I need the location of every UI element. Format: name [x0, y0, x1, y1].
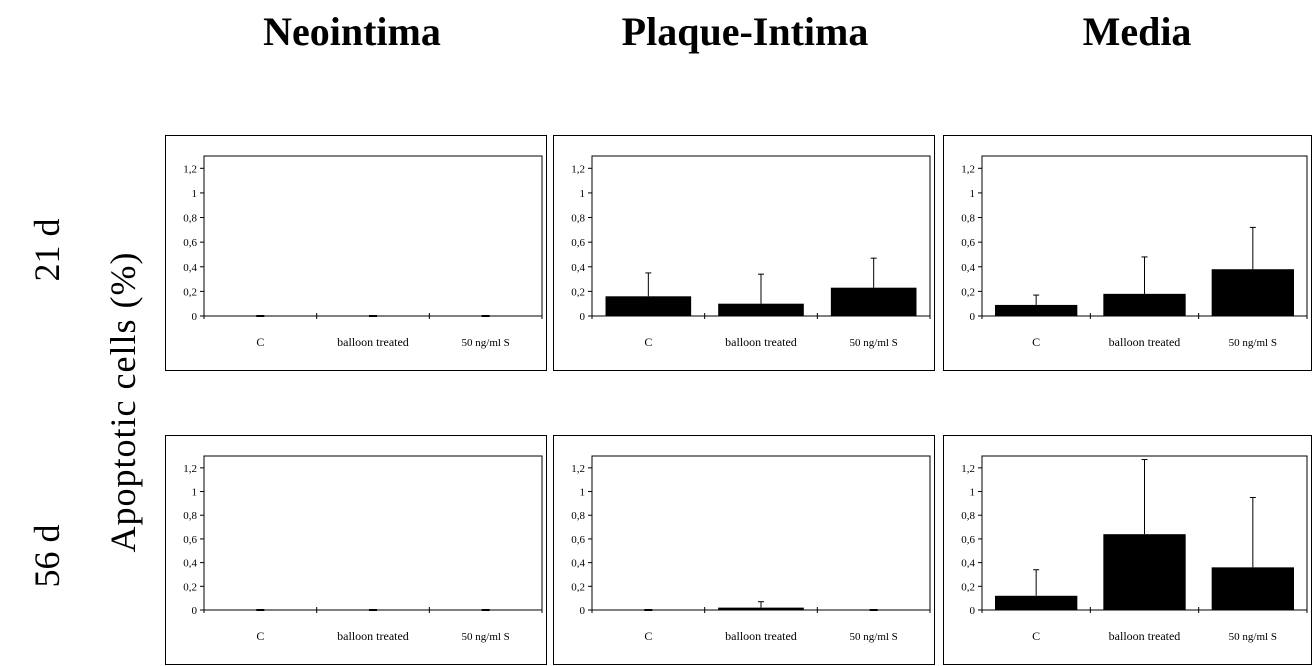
- y-tick-label: 0,2: [961, 581, 975, 593]
- y-tick-label: 1,2: [183, 163, 197, 175]
- category-label: 50 ng/ml S: [850, 337, 898, 349]
- y-tick-label: 0: [580, 311, 586, 323]
- y-tick-label: 1: [970, 188, 976, 200]
- bar: [1103, 293, 1186, 316]
- y-tick-label: 0,6: [961, 534, 975, 546]
- y-tick-label: 0,4: [571, 262, 585, 274]
- y-tick-label: 0,2: [183, 286, 197, 298]
- plot-area: [591, 455, 931, 611]
- y-tick-label: 0,2: [571, 581, 585, 593]
- row-label-56d: 56 d: [27, 524, 67, 588]
- y-tick-label: 1: [970, 487, 976, 499]
- category-label: balloon treated: [1109, 335, 1181, 349]
- y-tick-label: 0: [192, 605, 198, 617]
- chart-svg-56d-neointima: 0 0,2 0,4 0,6 0,8 1 1,2 C balloon treated 50 ng/m…: [183, 455, 543, 643]
- y-tick-label: 0,6: [571, 237, 585, 249]
- y-tick-label: 0,4: [571, 558, 585, 570]
- y-tick-label: 0,4: [961, 262, 975, 274]
- y-tick-label: 1,2: [961, 463, 975, 475]
- bar: [1211, 269, 1294, 316]
- category-label: balloon treated: [725, 335, 797, 349]
- category-label: 50 ng/ml S: [1229, 337, 1277, 349]
- category-label: balloon treated: [337, 629, 409, 643]
- category-label: balloon treated: [337, 335, 409, 349]
- plot-area: [203, 455, 543, 611]
- y-tick-label: 0,8: [571, 213, 585, 225]
- category-label: C: [256, 335, 264, 349]
- y-tick-label: 0,8: [961, 213, 975, 225]
- category-label: balloon treated: [725, 629, 797, 643]
- y-tick-label: 0: [580, 605, 586, 617]
- y-tick-label: 1,2: [183, 463, 197, 475]
- bar: [1211, 567, 1294, 610]
- y-tick-label: 0,2: [961, 286, 975, 298]
- y-tick-label: 1,2: [961, 163, 975, 175]
- category-label: balloon treated: [1109, 629, 1181, 643]
- y-tick-label: 0: [970, 605, 976, 617]
- column-title-neointima: Neointima: [263, 9, 441, 54]
- chart-svg-21d-media: 0 0,2 0,4 0,6 0,8 1 1,2 C balloon treated 50 ng/m…: [961, 155, 1308, 349]
- y-tick-label: 1,2: [571, 463, 585, 475]
- category-label: 50 ng/ml S: [462, 631, 510, 643]
- chart-svg-21d-plaque-intima: 0 0,2 0,4 0,6 0,8 1 1,2 C balloon treated 50 ng/m…: [571, 155, 931, 349]
- y-tick-label: 0: [970, 311, 976, 323]
- column-title-plaque-intima: Plaque-Intima: [621, 9, 869, 54]
- y-tick-label: 0,8: [183, 510, 197, 522]
- y-tick-label: 0,6: [961, 237, 975, 249]
- y-tick-label: 0,2: [571, 286, 585, 298]
- y-tick-label: 0,4: [183, 558, 197, 570]
- category-label: C: [644, 629, 652, 643]
- y-tick-label: 1: [192, 188, 198, 200]
- y-tick-label: 1: [192, 487, 198, 499]
- category-label: 50 ng/ml S: [850, 631, 898, 643]
- category-label: 50 ng/ml S: [1229, 631, 1277, 643]
- category-label: C: [1032, 629, 1040, 643]
- y-tick-label: 0,2: [183, 581, 197, 593]
- row-label-21d: 21 d: [27, 218, 67, 282]
- y-tick-label: 0,6: [571, 534, 585, 546]
- y-tick-label: 0,8: [183, 213, 197, 225]
- y-tick-label: 1,2: [571, 163, 585, 175]
- bar: [1103, 534, 1186, 610]
- y-tick-label: 0,8: [961, 510, 975, 522]
- y-tick-label: 0: [192, 311, 198, 323]
- bar: [995, 595, 1078, 610]
- y-tick-label: 0,4: [183, 262, 197, 274]
- chart-svg-56d-media: 0 0,2 0,4 0,6 0,8 1 1,2 C balloon treated 50 ng/m…: [961, 455, 1308, 643]
- bar: [718, 303, 804, 316]
- bar: [995, 304, 1078, 316]
- chart-svg-56d-plaque-intima: 0 0,2 0,4 0,6 0,8 1 1,2 C balloon treated 50 ng/m…: [571, 455, 931, 643]
- chart-svg-21d-neointima: 0 0,2 0,4 0,6 0,8 1 1,2 C balloon treated 50 ng/m…: [183, 155, 543, 349]
- category-label: C: [1032, 335, 1040, 349]
- category-label: C: [644, 335, 652, 349]
- y-tick-label: 1: [580, 487, 586, 499]
- y-tick-label: 1: [580, 188, 586, 200]
- bar: [718, 607, 804, 610]
- y-axis-label: Apoptotic cells (%): [103, 251, 143, 553]
- y-tick-label: 0,4: [961, 558, 975, 570]
- y-tick-label: 0,6: [183, 237, 197, 249]
- y-tick-label: 0,6: [183, 534, 197, 546]
- y-tick-label: 0,8: [571, 510, 585, 522]
- category-label: C: [256, 629, 264, 643]
- bar: [605, 296, 692, 316]
- bar: [830, 287, 917, 316]
- column-title-media: Media: [1082, 9, 1192, 54]
- category-label: 50 ng/ml S: [462, 337, 510, 349]
- plot-area: [203, 155, 543, 317]
